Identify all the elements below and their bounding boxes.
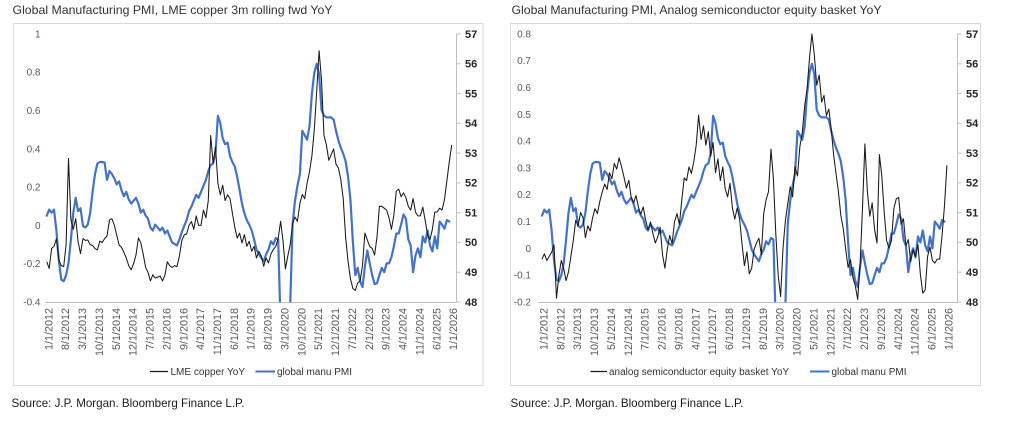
svg-text:Source: J.P. Morgan. Bloomberg: Source: J.P. Morgan. Bloomberg Finance L… bbox=[12, 396, 245, 410]
svg-text:48: 48 bbox=[465, 297, 477, 309]
svg-text:9/1/2016: 9/1/2016 bbox=[674, 308, 686, 350]
svg-text:2/1/2023: 2/1/2023 bbox=[859, 308, 871, 350]
svg-text:7/1/2022: 7/1/2022 bbox=[347, 308, 359, 350]
svg-text:5/1/2014: 5/1/2014 bbox=[111, 308, 123, 350]
svg-text:5/1/2014: 5/1/2014 bbox=[606, 308, 618, 350]
svg-text:12/1/2014: 12/1/2014 bbox=[623, 308, 635, 356]
svg-text:7/1/2015: 7/1/2015 bbox=[145, 308, 157, 350]
svg-text:48: 48 bbox=[966, 297, 978, 309]
svg-text:6/1/2018: 6/1/2018 bbox=[229, 308, 241, 350]
svg-text:50: 50 bbox=[465, 237, 477, 249]
svg-text:1/1/2012: 1/1/2012 bbox=[539, 308, 551, 350]
svg-text:8/1/2012: 8/1/2012 bbox=[60, 308, 72, 350]
svg-text:0.6: 0.6 bbox=[27, 106, 41, 117]
svg-text:global manu PMI: global manu PMI bbox=[277, 367, 352, 378]
svg-text:0.2: 0.2 bbox=[27, 183, 41, 194]
svg-text:5/1/2021: 5/1/2021 bbox=[808, 308, 820, 350]
svg-text:10/1/2020: 10/1/2020 bbox=[296, 308, 308, 356]
svg-text:3/1/2020: 3/1/2020 bbox=[775, 308, 787, 350]
svg-text:6/1/2025: 6/1/2025 bbox=[927, 308, 939, 350]
svg-text:0.6: 0.6 bbox=[517, 83, 531, 94]
svg-text:5/1/2021: 5/1/2021 bbox=[313, 308, 325, 350]
svg-text:1/1/2019: 1/1/2019 bbox=[741, 308, 753, 350]
svg-text:12/1/2021: 12/1/2021 bbox=[825, 308, 837, 356]
svg-text:54: 54 bbox=[465, 118, 478, 130]
svg-text:12/1/2021: 12/1/2021 bbox=[330, 308, 342, 356]
svg-text:11/1/2017: 11/1/2017 bbox=[707, 308, 719, 355]
svg-text:4/1/2024: 4/1/2024 bbox=[893, 308, 905, 350]
svg-text:-0.2: -0.2 bbox=[23, 259, 41, 270]
svg-text:1/1/2012: 1/1/2012 bbox=[43, 308, 55, 350]
svg-text:global manu PMI: global manu PMI bbox=[832, 367, 907, 378]
svg-text:0.2: 0.2 bbox=[517, 190, 531, 201]
svg-text:52: 52 bbox=[966, 178, 978, 190]
svg-text:1/1/2019: 1/1/2019 bbox=[246, 308, 258, 350]
svg-text:0.4: 0.4 bbox=[517, 137, 531, 148]
svg-text:8/1/2019: 8/1/2019 bbox=[758, 308, 770, 350]
svg-text:9/1/2023: 9/1/2023 bbox=[381, 308, 393, 350]
svg-text:6/1/2018: 6/1/2018 bbox=[724, 308, 736, 350]
svg-text:0: 0 bbox=[35, 221, 41, 232]
svg-text:10/1/2013: 10/1/2013 bbox=[94, 308, 106, 356]
svg-text:55: 55 bbox=[966, 88, 978, 100]
svg-text:4/1/2017: 4/1/2017 bbox=[690, 308, 702, 350]
svg-text:11/1/2024: 11/1/2024 bbox=[414, 308, 426, 355]
svg-text:53: 53 bbox=[966, 148, 978, 160]
svg-text:49: 49 bbox=[465, 267, 477, 279]
svg-text:52: 52 bbox=[465, 178, 477, 190]
svg-text:7/1/2022: 7/1/2022 bbox=[842, 308, 854, 350]
svg-text:-0.1: -0.1 bbox=[514, 271, 532, 282]
svg-text:11/1/2017: 11/1/2017 bbox=[212, 308, 224, 355]
svg-text:8/1/2019: 8/1/2019 bbox=[263, 308, 275, 350]
svg-text:0.8: 0.8 bbox=[517, 29, 531, 40]
svg-text:4/1/2017: 4/1/2017 bbox=[195, 308, 207, 350]
svg-text:1/1/2026: 1/1/2026 bbox=[943, 308, 955, 350]
svg-text:3/1/2013: 3/1/2013 bbox=[572, 308, 584, 350]
svg-text:LME copper YoY: LME copper YoY bbox=[171, 367, 246, 378]
svg-text:7/1/2015: 7/1/2015 bbox=[640, 308, 652, 350]
svg-text:55: 55 bbox=[465, 88, 477, 100]
svg-text:54: 54 bbox=[966, 118, 979, 130]
svg-text:56: 56 bbox=[966, 59, 978, 71]
svg-text:3/1/2013: 3/1/2013 bbox=[77, 308, 89, 350]
svg-text:1: 1 bbox=[35, 29, 41, 40]
svg-text:53: 53 bbox=[465, 148, 477, 160]
svg-text:49: 49 bbox=[966, 267, 978, 279]
svg-text:51: 51 bbox=[966, 208, 978, 220]
svg-text:0.7: 0.7 bbox=[517, 56, 531, 67]
svg-text:11/1/2024: 11/1/2024 bbox=[910, 308, 922, 355]
svg-text:3/1/2020: 3/1/2020 bbox=[280, 308, 292, 350]
svg-text:50: 50 bbox=[966, 237, 978, 249]
svg-text:57: 57 bbox=[966, 29, 978, 41]
svg-text:4/1/2024: 4/1/2024 bbox=[398, 308, 410, 350]
svg-text:10/1/2013: 10/1/2013 bbox=[589, 308, 601, 356]
svg-text:0.3: 0.3 bbox=[517, 163, 531, 174]
svg-text:0.1: 0.1 bbox=[517, 217, 531, 228]
svg-text:0.8: 0.8 bbox=[27, 68, 41, 79]
svg-text:9/1/2016: 9/1/2016 bbox=[178, 308, 190, 350]
svg-text:0: 0 bbox=[525, 244, 531, 255]
svg-text:Global Manufacturing PMI, LME: Global Manufacturing PMI, LME copper 3m … bbox=[13, 3, 333, 17]
svg-text:9/1/2023: 9/1/2023 bbox=[876, 308, 888, 350]
svg-text:-0.2: -0.2 bbox=[514, 297, 532, 308]
svg-text:1/1/2026: 1/1/2026 bbox=[448, 308, 460, 350]
svg-text:57: 57 bbox=[465, 29, 477, 41]
svg-text:56: 56 bbox=[465, 59, 477, 71]
svg-text:Source: J.P. Morgan. Bloomberg: Source: J.P. Morgan. Bloomberg Finance L… bbox=[511, 396, 744, 410]
svg-text:2/1/2016: 2/1/2016 bbox=[161, 308, 173, 350]
svg-text:8/1/2012: 8/1/2012 bbox=[555, 308, 567, 350]
svg-text:12/1/2014: 12/1/2014 bbox=[128, 308, 140, 356]
svg-text:Global Manufacturing PMI, Anal: Global Manufacturing PMI, Analog semicon… bbox=[512, 3, 882, 17]
svg-text:0.4: 0.4 bbox=[27, 144, 41, 155]
svg-text:0.5: 0.5 bbox=[517, 110, 531, 121]
svg-text:-0.4: -0.4 bbox=[23, 297, 41, 308]
svg-text:51: 51 bbox=[465, 208, 477, 220]
svg-text:2/1/2016: 2/1/2016 bbox=[657, 308, 669, 350]
svg-text:analog semiconductor equity ba: analog semiconductor equity basket YoY bbox=[609, 367, 789, 378]
svg-text:10/1/2020: 10/1/2020 bbox=[792, 308, 804, 356]
svg-text:2/1/2023: 2/1/2023 bbox=[364, 308, 376, 350]
svg-text:6/1/2025: 6/1/2025 bbox=[431, 308, 443, 350]
